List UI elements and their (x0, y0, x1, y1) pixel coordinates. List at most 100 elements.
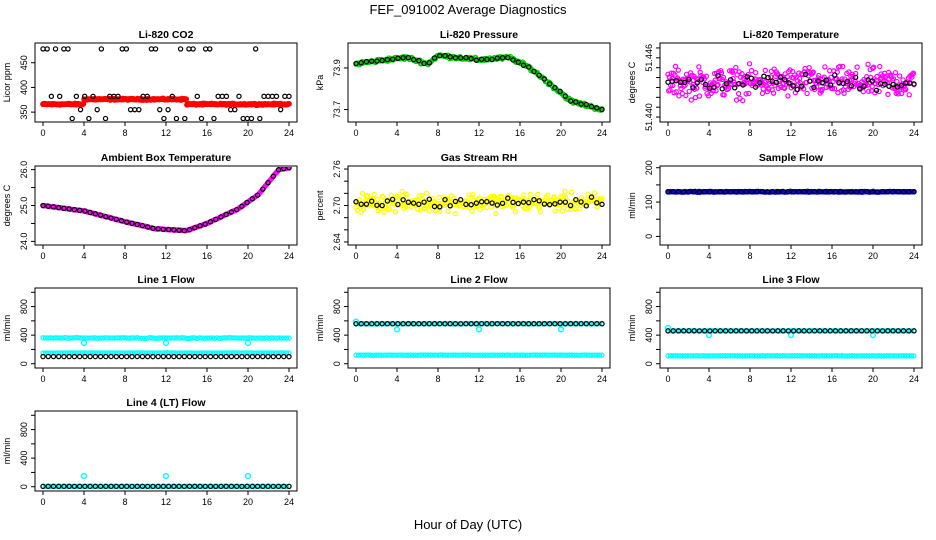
data-point (463, 201, 469, 208)
y-tick-label: 0 (19, 361, 29, 366)
x-tick-label: 8 (122, 251, 127, 261)
x-tick-label: 24 (284, 374, 294, 384)
data-point (97, 212, 104, 218)
spike-point (80, 472, 88, 480)
data-point (127, 483, 133, 490)
data-point (159, 335, 165, 341)
data-point (139, 350, 146, 356)
plot-area (665, 61, 917, 104)
data-point (801, 188, 807, 195)
data-point (727, 353, 733, 359)
chart-li820-pressure: Li-820 Pressure kPa 0 4 8 12 16 20 24 73.7 73.9 (315, 29, 611, 138)
data-point (450, 321, 456, 327)
data-point (677, 353, 684, 359)
data-point (452, 352, 459, 358)
data-point (759, 328, 765, 334)
spike-point (475, 326, 483, 333)
data-point (389, 321, 396, 327)
data-point (734, 353, 741, 359)
data-point (177, 46, 184, 52)
data-point (359, 190, 366, 197)
data-point (810, 69, 816, 75)
data-point (137, 483, 143, 490)
data-point (883, 353, 890, 359)
data-point (421, 321, 427, 327)
data-point (388, 320, 394, 327)
data-point (216, 335, 223, 342)
data-point (895, 91, 901, 97)
data-point (211, 115, 217, 121)
data-point (876, 328, 882, 334)
data-point (99, 335, 106, 341)
data-point (733, 189, 739, 195)
data-point (564, 321, 570, 327)
data-point (752, 353, 758, 359)
data-point (509, 352, 516, 358)
data-point (794, 353, 800, 359)
x-tick-label: 20 (868, 374, 878, 384)
data-point (535, 191, 541, 198)
data-point (705, 353, 711, 359)
data-point (743, 91, 749, 97)
data-point (549, 352, 556, 358)
data-point (510, 57, 516, 63)
data-point (81, 93, 88, 100)
series-raw (40, 46, 292, 121)
data-point (61, 353, 67, 360)
series-hourly (40, 483, 292, 490)
data-point (809, 328, 815, 334)
data-point (685, 353, 691, 359)
y-tick-label: 0 (19, 484, 29, 489)
data-point (832, 328, 839, 334)
data-point (447, 203, 453, 209)
data-point (794, 86, 800, 93)
data-point (369, 321, 375, 327)
series-hourly (353, 52, 605, 113)
data-point (578, 320, 584, 327)
data-point (901, 353, 907, 359)
data-point (512, 209, 519, 215)
data-point (789, 353, 795, 359)
data-point (71, 206, 78, 213)
data-point (209, 335, 215, 341)
data-point (900, 328, 907, 334)
data-point (218, 483, 224, 490)
data-point (450, 352, 456, 358)
data-point (843, 328, 849, 334)
data-point (494, 320, 501, 327)
data-point (715, 82, 721, 88)
data-point (160, 483, 167, 490)
data-point (186, 483, 193, 490)
data-point (544, 321, 551, 327)
data-point (746, 90, 752, 97)
data-point (190, 46, 196, 52)
data-point (281, 167, 287, 172)
data-point (104, 335, 111, 341)
data-point (142, 350, 148, 356)
data-point (786, 80, 792, 86)
data-point (248, 115, 255, 121)
data-point (122, 483, 128, 490)
data-point (852, 74, 859, 80)
data-point (562, 93, 569, 99)
data-point (373, 352, 379, 358)
data-point (417, 321, 424, 327)
series-line-b (353, 352, 605, 358)
y-tick-label: 800 (19, 299, 29, 314)
data-point (66, 483, 72, 490)
data-point (56, 204, 62, 211)
data-point (239, 335, 245, 341)
data-point (150, 483, 156, 490)
y-tick-label: 25.0 (19, 197, 29, 215)
data-point (404, 191, 410, 198)
y-axis-label: Licor ppm (2, 63, 12, 103)
data-point (515, 321, 521, 327)
data-point (430, 352, 436, 358)
data-point (165, 226, 172, 233)
data-point (487, 352, 493, 358)
x-tick-label: 16 (202, 251, 212, 261)
data-point (171, 483, 177, 490)
data-point (363, 321, 370, 327)
data-point (712, 353, 718, 359)
data-point (196, 335, 203, 341)
